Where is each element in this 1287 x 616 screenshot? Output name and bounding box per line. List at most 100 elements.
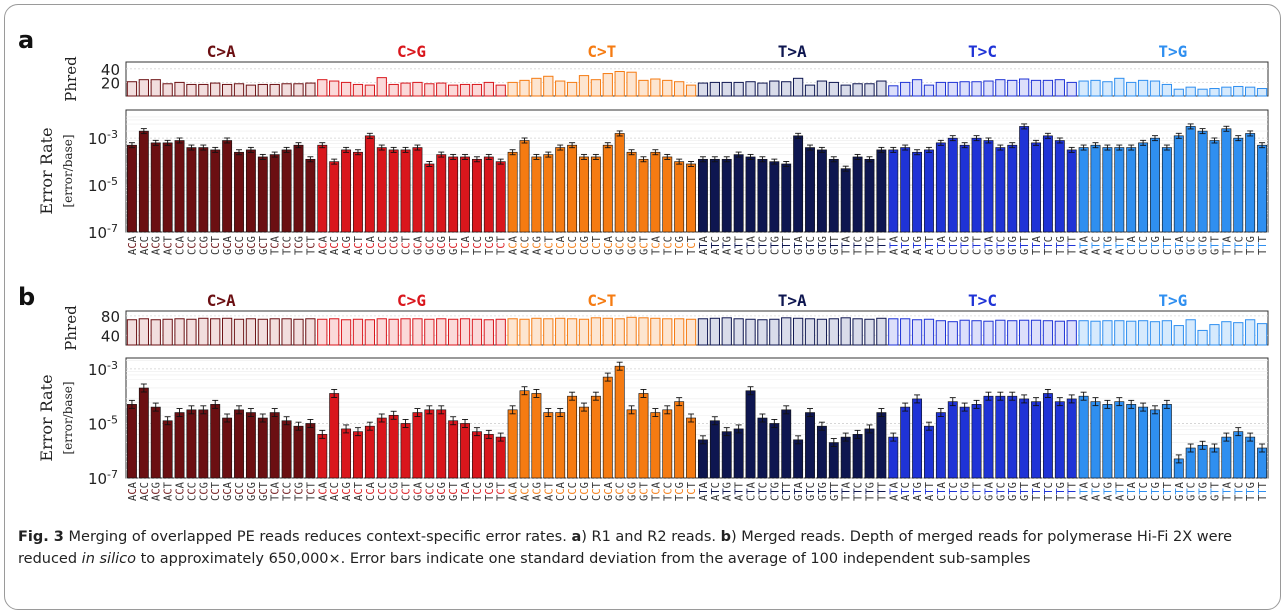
error-bar bbox=[1090, 401, 1101, 479]
error-bar bbox=[245, 412, 256, 479]
phred-bar bbox=[1173, 88, 1184, 97]
error-bar bbox=[222, 140, 233, 233]
error-bar bbox=[686, 163, 696, 233]
error-bar bbox=[590, 395, 601, 479]
context-tick-label: CCG bbox=[579, 482, 591, 501]
context-tick-label: CTT bbox=[1162, 235, 1174, 255]
context-tick-label: TTT bbox=[1257, 481, 1269, 501]
context-tick-label: TCC bbox=[662, 482, 674, 501]
phred-bar bbox=[923, 84, 935, 97]
phred-bar bbox=[221, 83, 233, 97]
context-tick-label: TTC bbox=[1043, 236, 1055, 255]
error-bar bbox=[329, 161, 340, 233]
phred-bar bbox=[1030, 319, 1042, 346]
context-tick-label: TTT bbox=[1257, 235, 1269, 255]
error-bar bbox=[127, 144, 137, 233]
context-tick-label: TTG bbox=[1245, 482, 1257, 501]
phred-bar bbox=[543, 75, 554, 97]
phred-bar bbox=[459, 318, 471, 346]
context-tick-label: GTA bbox=[793, 481, 805, 501]
context-tick-label: GTA bbox=[1174, 235, 1186, 255]
phred-bar bbox=[995, 319, 1006, 346]
phred-bar bbox=[138, 79, 149, 97]
context-tick-label: ACT bbox=[543, 481, 555, 501]
context-tick-label: CTC bbox=[948, 236, 960, 255]
error-bar bbox=[222, 417, 233, 479]
context-tick-label: ACG bbox=[341, 236, 353, 255]
phred-bar bbox=[1102, 320, 1113, 346]
error-bar bbox=[519, 390, 530, 479]
phred-bar bbox=[198, 83, 209, 97]
error-bar bbox=[876, 412, 887, 479]
error-bar bbox=[900, 147, 911, 233]
error-bar bbox=[174, 140, 185, 233]
error-bar bbox=[234, 151, 244, 233]
error-bar bbox=[1054, 401, 1065, 479]
context-tick-label: GTC bbox=[1186, 236, 1198, 255]
error-bar bbox=[662, 409, 673, 479]
error-bar bbox=[674, 161, 685, 233]
context-tick-label: ATT bbox=[734, 235, 746, 255]
context-tick-label: GCC bbox=[615, 482, 627, 501]
error-bar bbox=[317, 434, 328, 479]
context-tick-label: TTT bbox=[876, 481, 888, 501]
error-bar bbox=[912, 151, 923, 233]
caption-text-1: Merging of overlapped PE reads reduces c… bbox=[63, 529, 572, 545]
mutation-title: T>A bbox=[778, 291, 807, 310]
mutation-title: T>A bbox=[778, 42, 807, 61]
error-bar bbox=[721, 158, 732, 233]
error-bar bbox=[1114, 401, 1125, 479]
context-tick-label: ACG bbox=[151, 236, 163, 255]
phred-bar bbox=[1173, 325, 1184, 346]
error-bar bbox=[257, 417, 268, 479]
error-bar bbox=[1138, 142, 1149, 233]
phred-bar bbox=[828, 318, 839, 346]
error-bar bbox=[186, 409, 197, 479]
context-tick-label: TCT bbox=[305, 235, 317, 255]
error-bar bbox=[281, 420, 292, 479]
error-bar bbox=[840, 436, 851, 479]
context-tick-label: ATA bbox=[698, 235, 710, 255]
context-tick-label: GTG bbox=[1007, 482, 1019, 501]
context-tick-label: ACA bbox=[508, 235, 520, 255]
context-tick-label: TCG bbox=[484, 236, 496, 255]
error-bar bbox=[341, 149, 352, 233]
phred-bar bbox=[126, 319, 138, 346]
error-bar bbox=[1031, 401, 1041, 479]
mutation-title: T>G bbox=[1158, 42, 1187, 61]
error-tick-label: 10-5 bbox=[88, 413, 118, 433]
phred-tick-label: 40 bbox=[101, 327, 120, 345]
phred-bar bbox=[495, 318, 506, 346]
context-tick-label: GTA bbox=[793, 235, 805, 255]
context-tick-label: TTA bbox=[1031, 235, 1043, 255]
phred-bar bbox=[150, 319, 161, 346]
phred-bar bbox=[1066, 81, 1077, 97]
phred-bar bbox=[138, 318, 149, 346]
context-tick-label: GTC bbox=[995, 236, 1007, 255]
phred-bar bbox=[983, 80, 994, 97]
error-bar bbox=[805, 412, 815, 479]
mutation-title: C>A bbox=[207, 42, 236, 61]
context-tick-label: TCG bbox=[484, 482, 496, 501]
phred-tick-label: 40 bbox=[101, 61, 120, 79]
context-tick-label: CCT bbox=[401, 481, 413, 501]
phred-bar bbox=[626, 71, 637, 97]
context-tick-label: CTG bbox=[1150, 236, 1162, 255]
context-tick-label: TTT bbox=[876, 235, 888, 255]
error-tick-label: 10-3 bbox=[88, 359, 118, 379]
error-bar bbox=[1007, 395, 1018, 479]
caption-text-2: ) R1 and R2 reads. bbox=[581, 529, 721, 545]
error-tick-label: 10-5 bbox=[88, 175, 118, 195]
phred-bar bbox=[590, 317, 602, 346]
phred-bar bbox=[376, 318, 387, 346]
context-tick-label: CTG bbox=[960, 482, 972, 501]
context-tick-label: GCC bbox=[424, 236, 436, 255]
error-bar bbox=[888, 149, 899, 233]
context-tick-label: ACC bbox=[520, 482, 532, 501]
error-bar bbox=[1042, 393, 1053, 479]
context-tick-label: TTG bbox=[1055, 236, 1067, 255]
context-tick-label: CTC bbox=[948, 482, 960, 501]
context-tick-label: CCT bbox=[401, 235, 413, 255]
error-bar bbox=[733, 428, 744, 479]
phred-bar bbox=[804, 318, 816, 346]
